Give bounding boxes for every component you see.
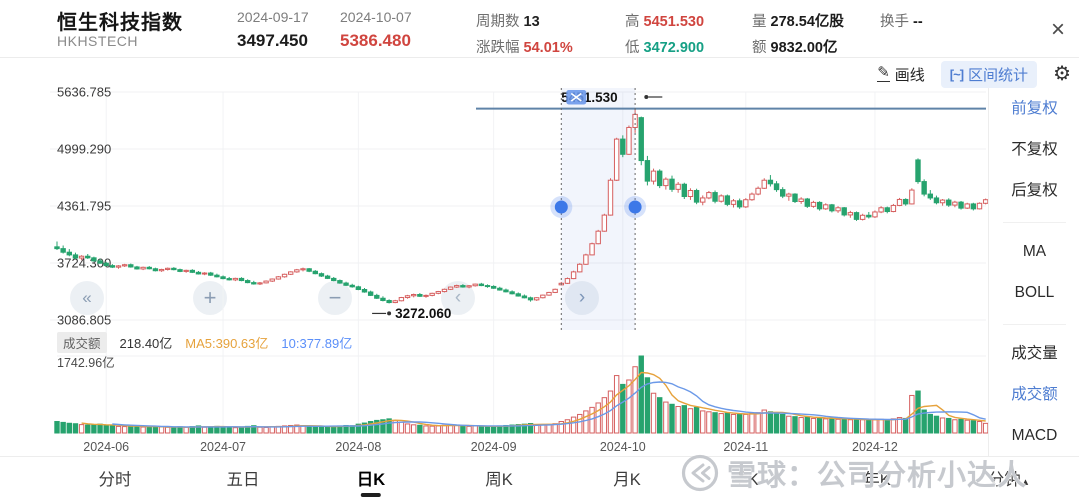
high-label: 高 <box>625 14 640 30</box>
volume-legend: 成交额 218.40亿 MA5:390.63亿 10:377.89亿 <box>57 332 352 353</box>
x-axis-month-label: 2024-07 <box>200 440 246 454</box>
sidebar-item-sub-chart-volume[interactable]: 成交量 <box>1011 345 1058 362</box>
index-code: HKHSTECH <box>57 33 139 49</box>
draw-line-button[interactable]: ✎ 画线 <box>877 64 925 85</box>
change-label: 涨跌幅 <box>476 40 520 56</box>
x-axis-month-label: 2024-10 <box>600 440 646 454</box>
pan-left-button[interactable]: ‹ <box>441 281 475 315</box>
candlestick-series <box>54 108 989 304</box>
close-icon[interactable]: × <box>1050 16 1065 43</box>
high-value: 5451.530 <box>643 14 705 30</box>
selection-handle[interactable] <box>550 196 573 218</box>
tab-yearly-k[interactable]: 年K <box>863 471 891 489</box>
sidebar-item-adjust-none[interactable]: 不复权 <box>1011 141 1058 158</box>
pan-right-button[interactable]: › <box>565 281 599 315</box>
sidebar-item-sub-chart-amount[interactable]: 成交额 <box>1011 386 1058 403</box>
low-value: 3472.900 <box>643 40 705 56</box>
header: 恒生科技指数 HKHSTECH 2024-09-17 3497.450 2024… <box>0 0 1079 58</box>
range-end-price: 5386.480 <box>340 31 411 50</box>
pencil-icon: ✎ <box>877 64 890 82</box>
volume-ma5-line <box>81 371 986 428</box>
range-statistics-icon: [~] <box>949 66 964 82</box>
sidebar-item-adjust-forward[interactable]: 前复权 <box>1011 100 1058 117</box>
x-axis-month-label: 2024-06 <box>83 440 129 454</box>
svg-text:3272.060: 3272.060 <box>395 306 451 321</box>
active-tab-indicator <box>360 493 381 497</box>
sidebar-item-indicator-ma[interactable]: MA <box>1022 243 1047 260</box>
svg-text:5451.530: 5451.530 <box>561 90 617 105</box>
x-axis-month-label: 2024-09 <box>471 440 517 454</box>
triangle-up-icon: ▴ <box>1022 476 1029 488</box>
sidebar-group-divider <box>1003 324 1066 325</box>
amount-value: 9832.00亿 <box>770 40 838 56</box>
selection-close-icon[interactable] <box>566 90 587 105</box>
tabbar-divider <box>0 456 1079 457</box>
range-start-price: 3497.450 <box>237 31 308 50</box>
volume-ma5-value: MA5:390.63亿 <box>185 336 269 351</box>
period-count-label: 周期数 <box>476 14 520 30</box>
range-statistics-label: 区间统计 <box>968 66 1029 84</box>
x-axis-month-label: 2024-12 <box>852 440 898 454</box>
volume-label: 量 <box>752 14 767 30</box>
sidebar-group-divider <box>1003 222 1066 223</box>
volume-pane-label: 成交额 <box>57 332 107 353</box>
zoom-in-button[interactable]: + <box>193 281 227 315</box>
low-label: 低 <box>625 40 640 56</box>
draw-line-label: 画线 <box>894 66 925 84</box>
tab-weekly-k[interactable]: 周K <box>485 471 513 489</box>
tab-quarterly-k[interactable]: 季K <box>731 471 759 489</box>
tab-intraday[interactable]: 分时 <box>98 471 132 489</box>
period-tabbar: 分时 五日 日K 周K 月K 季K 年K 分钟 ▴ <box>0 457 1079 500</box>
y-axis-label: 5636.785 <box>57 85 111 100</box>
tab-monthly-k[interactable]: 月K <box>613 471 641 489</box>
gear-icon[interactable]: ⚙ <box>1053 63 1071 85</box>
index-title: 恒生科技指数 <box>57 12 183 34</box>
tab-five-day[interactable]: 五日 <box>226 471 260 489</box>
x-axis-month-label: 2024-11 <box>723 440 768 454</box>
volume-current-value: 218.40亿 <box>119 336 173 351</box>
volume-ma10-value: 10:377.89亿 <box>281 336 353 351</box>
selection-handle[interactable] <box>624 196 647 218</box>
change-value: 54.01% <box>523 40 573 56</box>
high-annotation: 5451.530 <box>561 90 663 105</box>
range-start-date: 2024-09-17 <box>237 9 309 25</box>
zoom-out-button[interactable]: − <box>318 281 352 315</box>
amount-label: 额 <box>752 40 767 56</box>
indicator-sidebar: 前复权不复权后复权 MA BOLL 成交量成交额 MACD <box>988 88 1079 456</box>
chart-toolbar: ✎ 画线 [~] 区间统计 ⚙ <box>877 60 1071 88</box>
turnover-value: -- <box>913 14 923 30</box>
sidebar-item-adjust-backward[interactable]: 后复权 <box>1011 182 1058 199</box>
volume-series <box>54 355 989 434</box>
range-end-date: 2024-10-07 <box>340 9 412 25</box>
tab-minute-k[interactable]: 分钟 ▴ <box>987 471 1029 489</box>
sidebar-item-sub-chart-macd[interactable]: MACD <box>1011 427 1058 444</box>
y-axis-label: 3724.300 <box>57 256 111 271</box>
y-axis-label: 4999.290 <box>57 142 111 157</box>
sidebar-item-indicator-boll[interactable]: BOLL <box>1014 284 1055 301</box>
rewind-button[interactable]: « <box>70 281 104 315</box>
low-annotation: 3272.060 <box>372 306 451 321</box>
volume-axis-max-label: 1742.96亿 <box>57 356 115 370</box>
volume-value: 278.54亿股 <box>770 14 844 30</box>
range-statistics-button[interactable]: [~] 区间统计 <box>940 60 1038 88</box>
turnover-label: 换手 <box>880 14 909 30</box>
x-axis-month-label: 2024-08 <box>335 440 381 454</box>
period-count-value: 13 <box>523 14 540 30</box>
volume-ma10-line <box>112 381 986 428</box>
y-axis-label: 4361.795 <box>57 199 111 214</box>
tab-daily-k[interactable]: 日K <box>357 466 385 497</box>
